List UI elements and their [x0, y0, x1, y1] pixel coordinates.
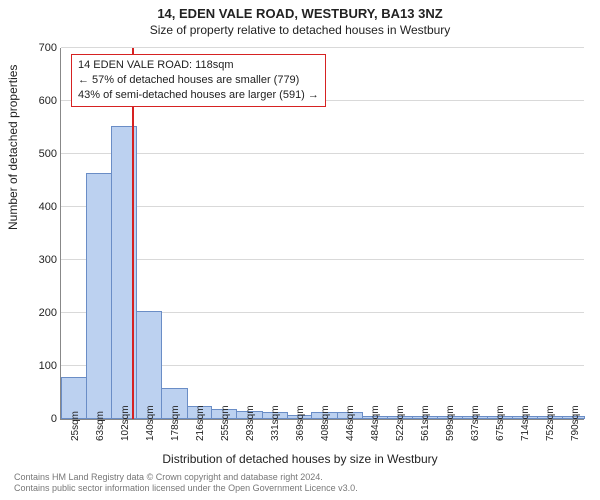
y-tick: 100 [39, 360, 57, 372]
x-tick: 599sqm [445, 405, 456, 441]
y-tick: 500 [39, 148, 57, 160]
x-tick: 140sqm [145, 405, 156, 441]
histogram-plot: 0100200300400500600700 14 EDEN VALE ROAD… [60, 48, 584, 420]
annotation-line1: 14 EDEN VALE ROAD: 118sqm [78, 58, 319, 73]
x-tick: 561sqm [420, 405, 431, 441]
x-tick: 216sqm [195, 405, 206, 441]
footer-line2: Contains public sector information licen… [14, 483, 358, 494]
x-tick: 752sqm [545, 405, 556, 441]
x-tick: 408sqm [320, 405, 331, 441]
histogram-bar [136, 311, 162, 419]
x-tick: 446sqm [345, 405, 356, 441]
y-tick: 200 [39, 307, 57, 319]
x-tick: 25sqm [70, 411, 81, 441]
x-ticks: 25sqm63sqm102sqm140sqm178sqm216sqm255sqm… [60, 422, 584, 448]
x-tick: 714sqm [520, 405, 531, 441]
x-tick: 484sqm [370, 405, 381, 441]
y-tick: 300 [39, 254, 57, 266]
y-axis-label: Number of detached properties [6, 65, 20, 230]
x-tick: 637sqm [470, 405, 481, 441]
histogram-bar [86, 173, 112, 419]
page-subtitle: Size of property relative to detached ho… [0, 23, 600, 37]
y-tick: 700 [39, 42, 57, 54]
x-tick: 790sqm [570, 405, 581, 441]
x-tick: 293sqm [245, 405, 256, 441]
annotation-box: 14 EDEN VALE ROAD: 118sqm ← 57% of detac… [71, 54, 326, 107]
x-tick: 255sqm [220, 405, 231, 441]
annotation-line2: ← 57% of detached houses are smaller (77… [78, 73, 319, 88]
footer-line1: Contains HM Land Registry data © Crown c… [14, 472, 358, 483]
x-tick: 63sqm [95, 411, 106, 441]
x-tick: 331sqm [270, 405, 281, 441]
y-tick: 400 [39, 201, 57, 213]
y-tick: 0 [51, 413, 57, 425]
annotation-line3: 43% of semi-detached houses are larger (… [78, 88, 319, 103]
x-tick: 178sqm [170, 405, 181, 441]
y-tick: 600 [39, 95, 57, 107]
page-title: 14, EDEN VALE ROAD, WESTBURY, BA13 3NZ [0, 6, 600, 21]
x-tick: 522sqm [395, 405, 406, 441]
x-tick: 675sqm [495, 405, 506, 441]
x-axis-label: Distribution of detached houses by size … [0, 452, 600, 466]
x-tick: 369sqm [295, 405, 306, 441]
footer-copyright: Contains HM Land Registry data © Crown c… [14, 472, 358, 495]
x-tick: 102sqm [120, 405, 131, 441]
